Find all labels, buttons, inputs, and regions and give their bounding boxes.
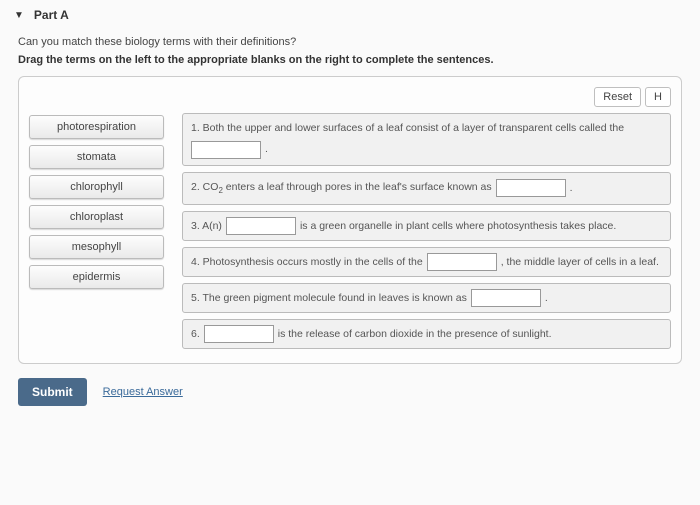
blank-3[interactable] [226, 217, 296, 235]
definition-text: 4. Photosynthesis occurs mostly in the c… [191, 256, 423, 268]
submit-button[interactable]: Submit [18, 378, 87, 406]
instruction-text: Drag the terms on the left to the approp… [0, 52, 700, 76]
submit-row: Submit Request Answer [0, 364, 700, 420]
definition-text: 3. A(n) [191, 220, 222, 232]
term-epidermis[interactable]: epidermis [29, 265, 164, 289]
blank-6[interactable] [204, 325, 274, 343]
blank-4[interactable] [427, 253, 497, 271]
term-chloroplast[interactable]: chloroplast [29, 205, 164, 229]
definition-text: 6. [191, 328, 200, 340]
definition-text: 5. The green pigment molecule found in l… [191, 292, 467, 304]
term-chlorophyll[interactable]: chlorophyll [29, 175, 164, 199]
part-label: Part A [34, 8, 69, 22]
definition-text: , the middle layer of cells in a leaf. [501, 256, 659, 268]
definition-3: 3. A(n) is a green organelle in plant ce… [182, 211, 671, 241]
panel-toolbar: Reset H [29, 87, 671, 107]
panel: Reset H photorespiration stomata chlorop… [18, 76, 682, 364]
definition-5: 5. The green pigment molecule found in l… [182, 283, 671, 313]
definition-6: 6. is the release of carbon dioxide in t… [182, 319, 671, 349]
definition-4: 4. Photosynthesis occurs mostly in the c… [182, 247, 671, 277]
definition-2: 2. CO2 enters a leaf through pores in th… [182, 172, 671, 205]
blank-1[interactable] [191, 141, 261, 159]
definition-text: . [570, 180, 573, 197]
definitions-column: 1. Both the upper and lower surfaces of … [182, 113, 671, 349]
term-photorespiration[interactable]: photorespiration [29, 115, 164, 139]
reset-button[interactable]: Reset [594, 87, 641, 107]
definition-1: 1. Both the upper and lower surfaces of … [182, 113, 671, 166]
term-mesophyll[interactable]: mesophyll [29, 235, 164, 259]
question-text: Can you match these biology terms with t… [0, 30, 700, 52]
blank-5[interactable] [471, 289, 541, 307]
part-header: ▼ Part A [0, 0, 700, 30]
terms-column: photorespiration stomata chlorophyll chl… [29, 113, 164, 349]
definition-text: is the release of carbon dioxide in the … [278, 328, 552, 340]
page: ▼ Part A Can you match these biology ter… [0, 0, 700, 505]
term-stomata[interactable]: stomata [29, 145, 164, 169]
help-button[interactable]: H [645, 87, 671, 107]
caret-down-icon[interactable]: ▼ [14, 10, 24, 21]
definition-text: 2. CO2 enters a leaf through pores in th… [191, 179, 492, 198]
blank-2[interactable] [496, 179, 566, 197]
request-answer-link[interactable]: Request Answer [103, 386, 183, 398]
definition-text: . [545, 292, 548, 304]
definition-text: 1. Both the upper and lower surfaces of … [191, 120, 624, 137]
work-area: photorespiration stomata chlorophyll chl… [29, 113, 671, 349]
definition-text: is a green organelle in plant cells wher… [300, 220, 616, 232]
definition-text: . [265, 141, 268, 158]
